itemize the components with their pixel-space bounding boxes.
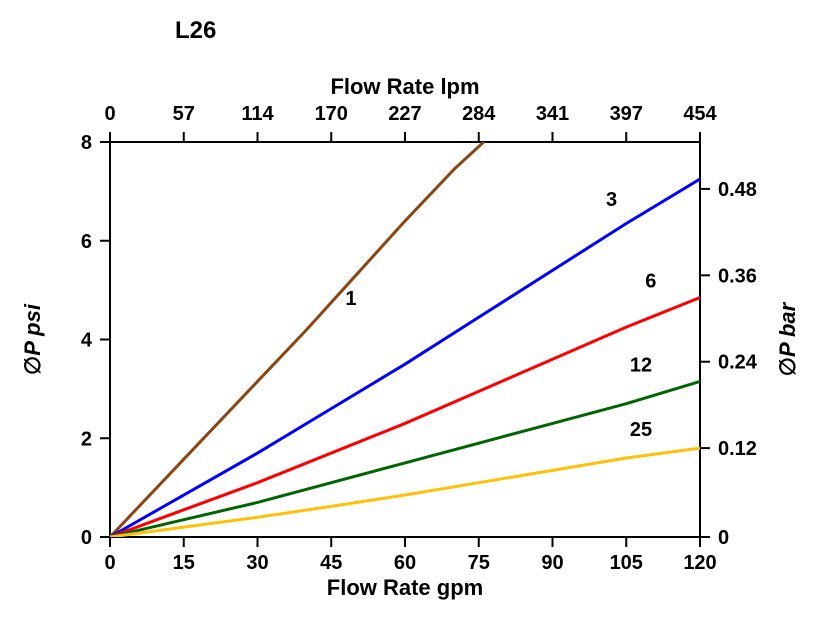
x-bottom-tick-label: 120 <box>683 552 716 574</box>
x-bottom-tick-label: 75 <box>468 552 490 574</box>
x-top-tick-label: 454 <box>683 103 717 125</box>
y-left-axis-label: ∅P psi <box>20 303 45 375</box>
y-right-tick-label: 0.24 <box>718 352 758 374</box>
x-bottom-axis-label: Flow Rate gpm <box>327 575 483 600</box>
series-label-3: 3 <box>606 189 617 211</box>
x-top-tick-label: 114 <box>241 103 274 125</box>
series-label-12: 12 <box>630 355 652 377</box>
x-bottom-tick-label: 0 <box>104 552 115 574</box>
x-top-tick-label: 0 <box>104 103 115 125</box>
x-bottom-tick-label: 105 <box>610 552 643 574</box>
y-left-tick-label: 0 <box>81 527 92 549</box>
y-right-tick-label: 0.48 <box>718 179 757 201</box>
x-bottom-tick-label: 60 <box>394 552 416 574</box>
x-bottom-tick-label: 30 <box>246 552 268 574</box>
y-left-tick-label: 6 <box>81 231 92 253</box>
y-left-tick-label: 8 <box>81 132 92 154</box>
x-bottom-tick-label: 15 <box>173 552 195 574</box>
y-left-tick-label: 2 <box>81 428 92 450</box>
y-right-tick-label: 0 <box>718 527 729 549</box>
chart-container: L260153045607590105120Flow Rate gpm05711… <box>0 0 822 640</box>
x-top-tick-label: 397 <box>610 103 643 125</box>
x-top-axis-label: Flow Rate lpm <box>330 74 479 99</box>
x-bottom-tick-label: 90 <box>541 552 563 574</box>
x-top-tick-label: 57 <box>173 103 195 125</box>
series-label-25: 25 <box>630 419 652 441</box>
y-left-axis-label-group: ∅P psi <box>20 303 45 375</box>
y-right-axis-label-group: ∅P bar <box>775 301 800 376</box>
x-top-tick-label: 170 <box>315 103 348 125</box>
x-top-tick-label: 341 <box>536 103 569 125</box>
y-right-tick-label: 0.12 <box>718 438 757 460</box>
x-top-tick-label: 227 <box>388 103 421 125</box>
y-left-tick-label: 4 <box>81 330 93 352</box>
series-label-1: 1 <box>345 288 356 310</box>
y-right-axis-label: ∅P bar <box>775 301 800 376</box>
chart-svg: L260153045607590105120Flow Rate gpm05711… <box>0 0 822 640</box>
x-bottom-tick-label: 45 <box>320 552 342 574</box>
chart-title: L26 <box>175 17 216 44</box>
y-right-tick-label: 0.36 <box>718 265 757 287</box>
series-label-6: 6 <box>645 271 656 293</box>
x-top-tick-label: 284 <box>462 103 496 125</box>
